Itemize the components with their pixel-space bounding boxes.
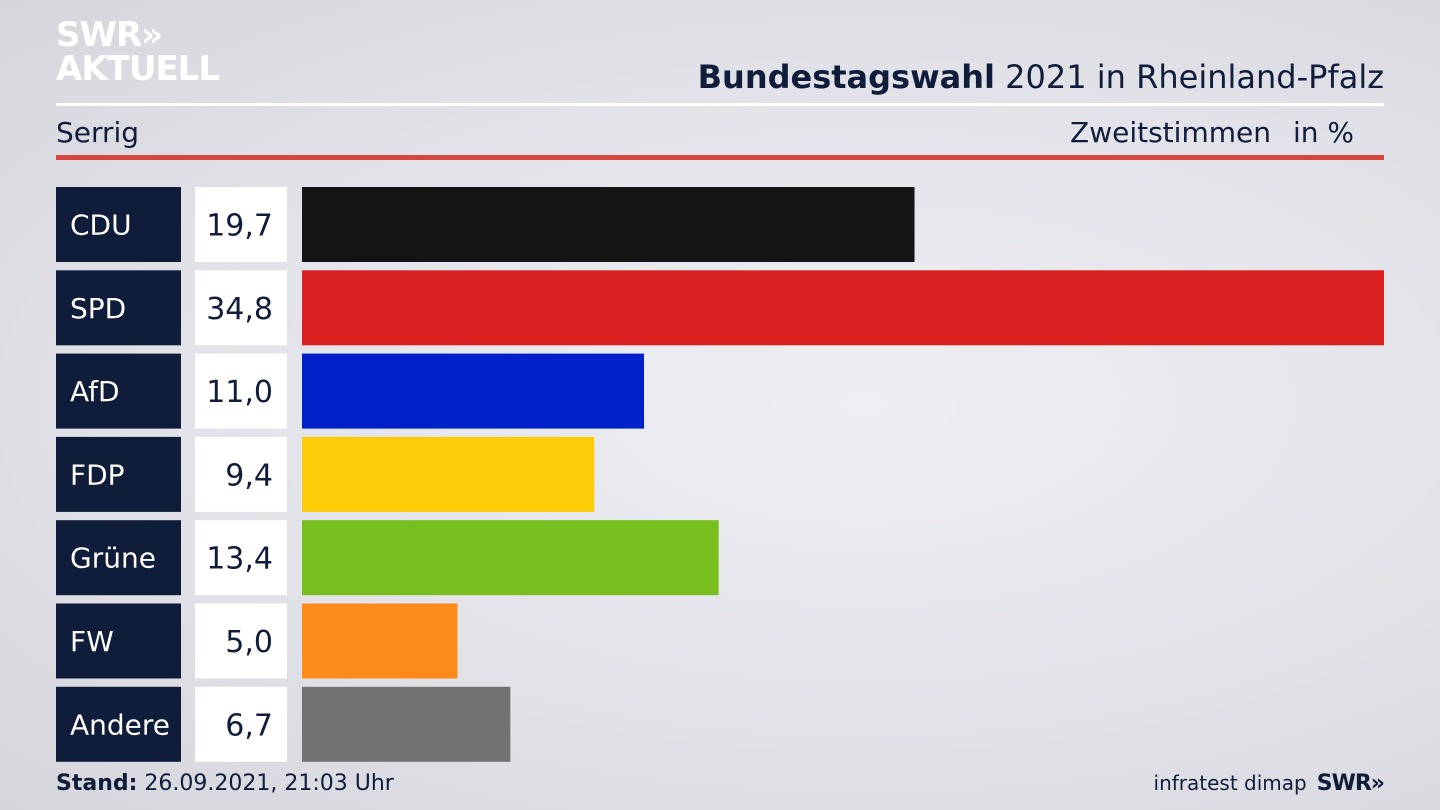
party-label: CDU	[70, 209, 132, 242]
value-label-box	[195, 353, 287, 429]
stand-value: 26.09.2021, 21:03 Uhr	[144, 771, 394, 796]
logo-swr-text: SWR	[56, 15, 142, 55]
swr-aktuell-logo: SWR» AKTUELL	[56, 15, 220, 89]
source-credit: infratest dimap SWR»	[1153, 771, 1385, 796]
party-label: AfD	[70, 375, 120, 408]
measure-label: Zweitstimmen	[1070, 116, 1271, 149]
party-label-box	[56, 686, 181, 762]
party-label: Grüne	[70, 542, 156, 575]
bar	[302, 436, 595, 512]
swr-brand-logo: SWR»	[1316, 771, 1385, 796]
bar	[302, 270, 1384, 346]
party-label-box	[56, 187, 181, 262]
value-label: 13,4	[206, 542, 273, 577]
measure-label-group: Zweitstimmen in %	[1070, 116, 1354, 149]
bar	[302, 520, 719, 596]
value-label: 5,0	[225, 625, 273, 660]
title-bold: Bundestagswahl	[697, 58, 995, 96]
value-label: 6,7	[225, 708, 273, 743]
party-label: FDP	[70, 458, 125, 491]
party-label-box	[56, 520, 181, 596]
accent-divider	[56, 155, 1384, 160]
value-label: 9,4	[225, 458, 273, 493]
party-label-box	[56, 603, 181, 679]
municipality-label: Serrig	[56, 116, 140, 149]
value-label-box	[195, 686, 287, 762]
title-rest: 2021 in Rheinland-Pfalz	[1005, 58, 1384, 96]
bar	[302, 353, 645, 429]
unit-label: in %	[1292, 116, 1354, 149]
bar	[302, 686, 511, 762]
header-divider	[56, 103, 1384, 106]
value-label: 34,8	[206, 292, 273, 327]
source-label: infratest dimap	[1153, 771, 1307, 795]
value-label-box	[195, 270, 287, 346]
bar	[302, 603, 458, 679]
party-label: SPD	[70, 292, 126, 325]
party-label-box	[56, 270, 181, 346]
value-label-box	[195, 520, 287, 596]
party-label: Andere	[70, 708, 170, 741]
value-label-box	[195, 603, 287, 679]
page-title: Bundestagswahl 2021 in Rheinland-Pfalz	[698, 58, 1384, 96]
value-label-box	[195, 436, 287, 512]
party-label: FW	[70, 625, 114, 658]
logo-aktuell-text: AKTUELL	[56, 49, 220, 89]
value-label-box	[195, 187, 287, 262]
value-label: 19,7	[206, 209, 273, 244]
value-label: 11,0	[206, 375, 273, 410]
bar	[302, 187, 915, 262]
party-label-box	[56, 353, 181, 429]
timestamp: Stand: 26.09.2021, 21:03 Uhr	[56, 771, 394, 796]
stand-label: Stand:	[56, 771, 138, 796]
party-label-box	[56, 436, 181, 512]
